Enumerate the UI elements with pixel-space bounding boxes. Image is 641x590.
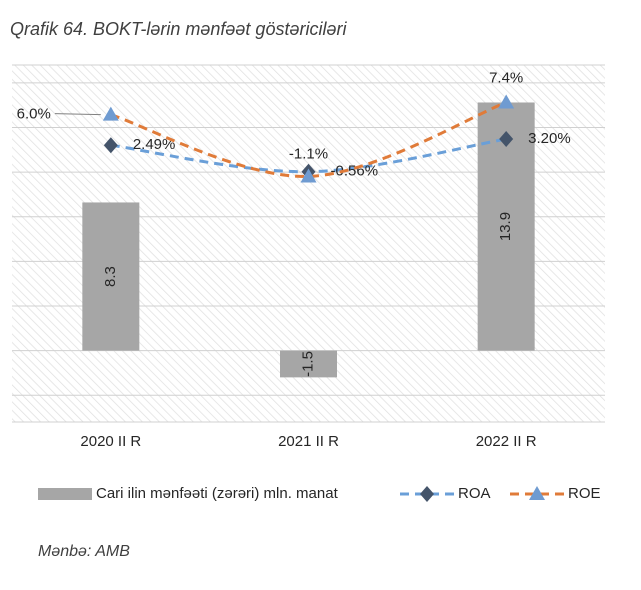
legend-label: ROA bbox=[458, 485, 491, 502]
x-tick-label: 2022 II R bbox=[476, 433, 537, 450]
data-label: 3.20% bbox=[528, 130, 571, 147]
data-label: 7.4% bbox=[489, 69, 523, 86]
legend-swatch bbox=[38, 488, 92, 500]
chart-title: Qrafik 64. BOKT-lərin mənfəət göstəricil… bbox=[10, 19, 347, 39]
data-label: -1.1% bbox=[289, 145, 328, 162]
marker bbox=[498, 94, 515, 109]
legend-marker bbox=[529, 486, 545, 500]
bar bbox=[280, 350, 337, 378]
marker bbox=[300, 168, 317, 183]
x-tick-label: 2021 II R bbox=[278, 433, 339, 450]
data-label: -1.5 bbox=[299, 351, 316, 377]
line bbox=[110, 101, 507, 178]
bar bbox=[82, 202, 140, 351]
data-label: 8.3 bbox=[102, 266, 119, 287]
marker bbox=[102, 106, 119, 121]
data-label: 6.0% bbox=[17, 106, 51, 123]
data-label: -0.56% bbox=[331, 163, 379, 180]
source: Mənbə: AMB bbox=[38, 543, 130, 560]
legend-label: ROE bbox=[568, 485, 601, 502]
legend-label: Cari ilin mənfəəti (zərəri) mln. manat bbox=[96, 485, 339, 502]
x-tick-label: 2020 II R bbox=[80, 433, 141, 450]
data-label: 2.49% bbox=[133, 136, 176, 153]
legend-marker bbox=[420, 486, 434, 502]
marker bbox=[103, 137, 118, 154]
leader-line bbox=[54, 113, 101, 116]
plot: 2020 II R 2021 II R 2022 II R 8.3 -1.5 13.9 2.… bbox=[12, 64, 605, 502]
marker bbox=[499, 131, 514, 148]
data-label: 13.9 bbox=[497, 212, 514, 241]
